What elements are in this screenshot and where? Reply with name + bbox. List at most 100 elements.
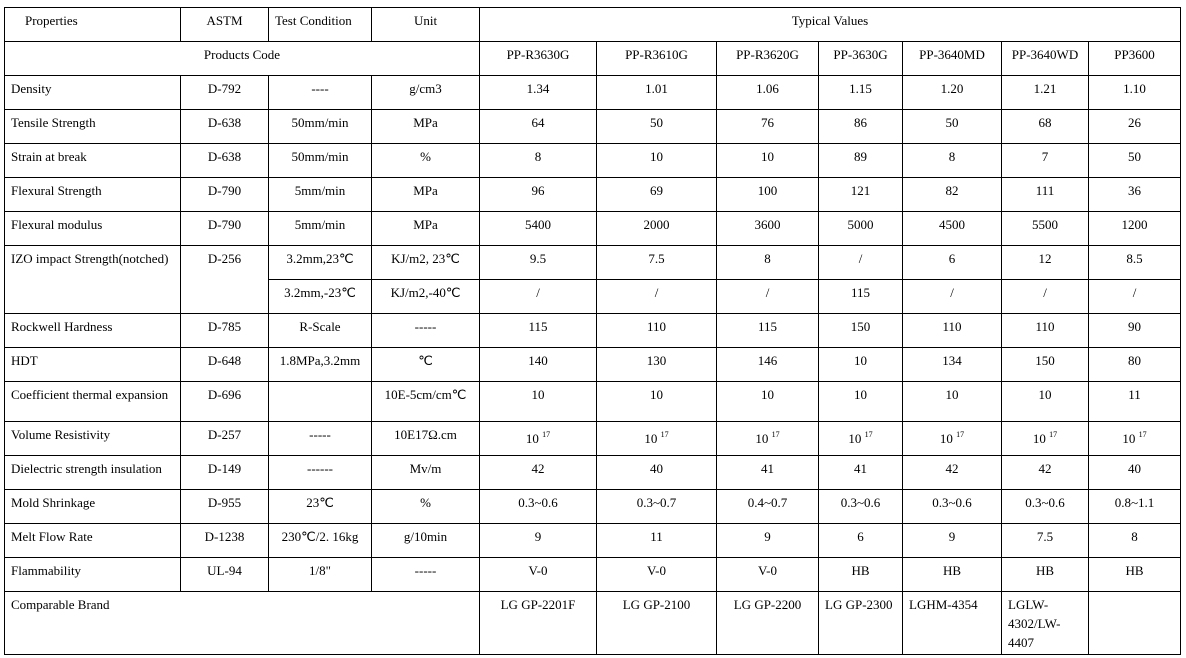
unit: ℃ (371, 347, 480, 382)
header-astm: ASTM (180, 7, 269, 42)
unit: g/10min (371, 523, 480, 558)
value: 76 (761, 115, 774, 130)
value: 1.20 (940, 81, 964, 96)
value-cell: 2000 (596, 211, 717, 246)
value: 115 (757, 319, 778, 334)
value-cell: 111 (1001, 177, 1089, 212)
value-cell: HB (902, 557, 1002, 592)
value-cell: 86 (818, 109, 903, 144)
value: 1.01 (645, 81, 668, 96)
value-cell: HB (818, 557, 903, 592)
value-cell: 5000 (818, 211, 903, 246)
value: 4500 (939, 217, 965, 232)
header-properties: Properties (4, 7, 181, 42)
value-cell: 0.3~0.7 (596, 489, 717, 524)
unit: KJ/m2,-40℃ (371, 279, 480, 314)
value: 150 (1035, 353, 1055, 368)
value-cell: 10 (479, 381, 597, 422)
value: 130 (646, 353, 667, 368)
value-cell: 146 (716, 347, 819, 382)
value: 1.15 (849, 81, 872, 96)
brand-cell: LGLW-4302/LW-4407 (1001, 591, 1089, 655)
value-cell: V-0 (479, 557, 597, 592)
value: 1.10 (1123, 81, 1146, 96)
value: 0.3~0.6 (518, 495, 558, 510)
value: 26 (1128, 115, 1141, 130)
value: 10 (1032, 431, 1046, 446)
value: 50 (1128, 149, 1141, 164)
brand-cell (1088, 591, 1181, 655)
value-cell: 50 (902, 109, 1002, 144)
header-unit: Unit (371, 7, 480, 42)
value-cell: 110 (1001, 313, 1089, 348)
property-name: Mold Shrinkage (4, 489, 181, 524)
value-cell: 150 (818, 313, 903, 348)
test-condition: 230℃/2. 16kg (268, 523, 372, 558)
value-cell: 0.8~1.1 (1088, 489, 1181, 524)
product-code: PP-3630G (818, 41, 903, 76)
product-code: PP3600 (1088, 41, 1181, 76)
astm-code: UL-94 (180, 557, 269, 592)
value: 1200 (1121, 217, 1148, 232)
value: 12 (1038, 251, 1052, 266)
value: 115 (528, 319, 548, 334)
test-condition: 3.2mm,23℃ (268, 245, 372, 280)
value: 10 (854, 353, 867, 368)
value-cell: 36 (1088, 177, 1181, 212)
astm-code: D-785 (180, 313, 269, 348)
value-cell: 100 (716, 177, 819, 212)
header-test-condition: Test Condition (268, 7, 372, 42)
value: 0.3~0.6 (932, 495, 972, 510)
value-cell: 1.20 (902, 75, 1002, 110)
astm-code: D-648 (180, 347, 269, 382)
value: V-0 (646, 563, 667, 578)
table-subrow: 3.2mm,-23℃ KJ/m2,-40℃ / //115// / (5, 279, 1181, 314)
value: HB (1035, 563, 1055, 578)
value-cell: 40 (1088, 455, 1181, 490)
table-row: Tensile Strength D-638 50mm/min MPa 64 50 76 86… (4, 109, 1181, 144)
unit: 10E-5cm/cm℃ (371, 381, 480, 422)
value-cell: 8 (716, 245, 819, 280)
value-cell: 110 (596, 313, 717, 348)
value: 0.3~0.7 (636, 495, 677, 510)
value-cell: 1.06 (716, 75, 819, 110)
value: 1.06 (756, 81, 779, 96)
value-cell: 115 (716, 313, 819, 348)
property-name: Flexural modulus (4, 211, 181, 246)
value-cell: 5400 (479, 211, 597, 246)
value: 0.3~0.6 (1025, 495, 1065, 510)
value: 10 (854, 387, 867, 402)
value-cell: 140 (479, 347, 597, 382)
unit: MPa (371, 177, 480, 212)
value-cell: 0.3~0.6 (902, 489, 1002, 524)
value: 10 (650, 387, 663, 402)
value-cell: 10 17 (902, 421, 1002, 456)
value: V-0 (528, 563, 548, 578)
test-condition: 5mm/min (268, 177, 372, 212)
value-cell: 8 (902, 143, 1002, 178)
astm-code: D-696 (180, 381, 269, 422)
value-cell: 76 (716, 109, 819, 144)
test-condition: 50mm/min (268, 143, 372, 178)
unit: g/cm3 (371, 75, 480, 110)
value: 80 (1128, 353, 1141, 368)
value: V-0 (757, 563, 778, 578)
value-cell: 110 (902, 313, 1002, 348)
value-cell: 80 (1088, 347, 1181, 382)
test-condition: ----- (268, 421, 372, 456)
product-code: PP-3640WD (1001, 41, 1089, 76)
value: 9 (764, 529, 771, 544)
unit: MPa (371, 109, 480, 144)
value-cell: / (479, 279, 597, 314)
header-row: Properties ASTM Test Condition Unit Typi… (4, 7, 1181, 42)
table-row: Mold Shrinkage D-955 23℃% 0.3~0.6 0.3~0.7 0.4… (4, 489, 1181, 524)
value-cell: 41 (818, 455, 903, 490)
value-cell: V-0 (596, 557, 717, 592)
astm-code: D-149 (180, 455, 269, 490)
products-code-row: Products Code PP-R3630G PP-R3610G PP-R3620… (4, 41, 1181, 76)
value-cell: 9 (479, 523, 597, 558)
value-cell: 10 17 (818, 421, 903, 456)
exponent: 17 (1049, 430, 1058, 439)
value-cell: 9 (716, 523, 819, 558)
value-cell: 64 (479, 109, 597, 144)
